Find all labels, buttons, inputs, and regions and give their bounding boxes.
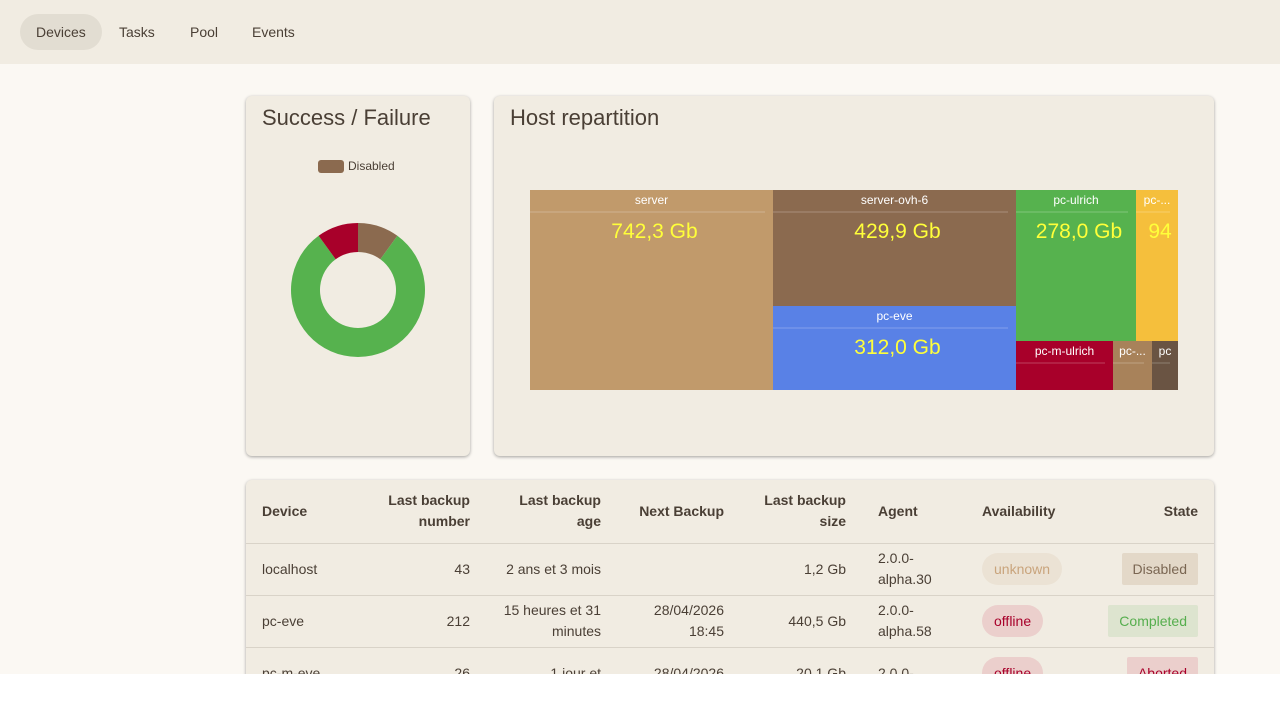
state-badge: Aborted	[1126, 657, 1198, 674]
treemap-host-label: server	[635, 193, 668, 207]
treemap-cell[interactable]: pc-m-ulrich	[1016, 341, 1113, 390]
treemap-value-label: 94	[1148, 220, 1172, 243]
column-header-last-backup-age[interactable]: Last backup age	[519, 492, 601, 530]
host-repartition-title: Host repartition	[510, 105, 660, 130]
column-header-next-backup[interactable]: Next Backup	[639, 502, 724, 519]
device-name: pc-m-eve	[246, 646, 366, 674]
donut-slice-2[interactable]	[318, 223, 358, 260]
devices-table: Device Last backup number Last backup ag…	[246, 480, 1214, 674]
app: Devices Tasks Pool Events Success / Fail…	[0, 0, 1280, 674]
next-backup: 28/04/2026 18:45	[617, 594, 740, 647]
tab-devices[interactable]: Devices	[20, 14, 102, 50]
agent-version: 2.0.0-	[862, 646, 966, 674]
column-header-last-backup-number[interactable]: Last backup number	[388, 492, 470, 530]
column-header-availability[interactable]: Availability	[982, 502, 1056, 519]
table-row[interactable]: pc-m-eve 26 1 jour et 28/04/2026 20,1 Gb…	[246, 646, 1214, 674]
last-backup-number: 212	[366, 594, 486, 647]
availability-cell: offline	[966, 594, 1091, 647]
last-backup-size: 20,1 Gb	[740, 646, 862, 674]
treemap-cell[interactable]: pc	[1152, 341, 1178, 390]
treemap-rect	[773, 190, 1016, 306]
treemap-value-label: 429,9 Gb	[854, 220, 940, 243]
treemap-cell[interactable]: pc-...	[1113, 341, 1152, 390]
host-repartition-treemap: server 742,3 Gb server-ovh-6 429,9 Gb pc-eve…	[530, 190, 1178, 390]
treemap-host-label: pc	[1159, 344, 1172, 358]
success-failure-title: Success / Failure	[262, 105, 431, 130]
treemap-host-label: server-ovh-6	[861, 193, 929, 207]
availability-cell: offline	[966, 646, 1091, 674]
last-backup-number: 26	[366, 646, 486, 674]
next-backup: 28/04/2026	[617, 646, 740, 674]
success-failure-card: Success / Failure Disabled	[246, 96, 470, 456]
treemap-value-label: 278,0 Gb	[1036, 220, 1122, 243]
treemap-host-label: pc-eve	[876, 309, 912, 323]
host-repartition-card: Host repartition server 742,3 Gb server-ov…	[494, 96, 1214, 456]
legend-label-disabled: Disabled	[348, 159, 395, 173]
treemap-cell[interactable]: server-ovh-6 429,9 Gb	[773, 190, 1016, 306]
device-name: localhost	[246, 542, 366, 595]
treemap-cell[interactable]: pc-eve 312,0 Gb	[773, 306, 1016, 390]
treemap-rect	[1016, 190, 1136, 341]
treemap-rect	[1113, 341, 1152, 390]
last-backup-age: 15 heures et 31 minutes	[486, 594, 617, 647]
treemap-host-label: pc-...	[1119, 344, 1146, 358]
table-row[interactable]: pc-eve 212 15 heures et 31 minutes 28/04…	[246, 594, 1214, 647]
chart-legend[interactable]: Disabled	[318, 159, 395, 173]
treemap-host-label: pc-m-ulrich	[1035, 344, 1094, 358]
column-header-agent[interactable]: Agent	[878, 502, 918, 519]
treemap-cell[interactable]: pc-... 94	[1136, 190, 1178, 341]
tab-tasks[interactable]: Tasks	[119, 24, 155, 40]
column-header-last-backup-size[interactable]: Last backup size	[764, 492, 846, 530]
last-backup-size: 440,5 Gb	[740, 594, 862, 647]
treemap-cell[interactable]: server 742,3 Gb	[530, 190, 773, 390]
table-header-row: Device Last backup number Last backup ag…	[246, 480, 1214, 543]
treemap-rect	[773, 306, 1016, 390]
tab-events[interactable]: Events	[252, 24, 295, 40]
donut-slice-1[interactable]	[291, 235, 425, 358]
availability-chip: unknown	[982, 553, 1063, 585]
table-row[interactable]: localhost 43 2 ans et 3 mois 1,2 Gb 2.0.…	[246, 542, 1214, 595]
legend-swatch-disabled	[318, 159, 344, 173]
treemap-rect	[1152, 341, 1178, 390]
treemap-rect	[1136, 190, 1178, 341]
tab-pool[interactable]: Pool	[190, 24, 219, 40]
last-backup-number: 43	[366, 542, 486, 595]
device-name: pc-eve	[246, 594, 366, 647]
treemap-value-label: 312,0 Gb	[854, 336, 940, 359]
last-backup-size: 1,2 Gb	[740, 542, 862, 595]
donut-slice-0[interactable]	[358, 223, 398, 260]
success-failure-donut-chart	[291, 223, 425, 358]
column-header-device[interactable]: Device	[262, 502, 308, 519]
column-header-state[interactable]: State	[1163, 502, 1198, 519]
availability-chip: offline	[982, 605, 1044, 637]
treemap-cell[interactable]: pc-ulrich 278,0 Gb	[1016, 190, 1136, 341]
state-cell: Disabled	[1091, 542, 1214, 595]
treemap-value-label: 742,3 Gb	[611, 220, 697, 243]
last-backup-age: 1 jour et	[486, 646, 617, 674]
agent-version: 2.0.0-alpha.58	[862, 594, 966, 647]
next-backup	[617, 542, 740, 595]
availability-cell: unknown	[966, 542, 1091, 595]
state-cell: Aborted	[1091, 646, 1214, 674]
availability-chip: offline	[982, 657, 1044, 674]
state-badge: Disabled	[1121, 553, 1198, 585]
treemap-host-label: pc-ulrich	[1053, 193, 1098, 207]
state-cell: Completed	[1091, 594, 1214, 647]
state-badge: Completed	[1108, 605, 1198, 637]
agent-version: 2.0.0-alpha.30	[862, 542, 966, 595]
treemap-host-label: pc-...	[1144, 193, 1171, 207]
last-backup-age: 2 ans et 3 mois	[486, 542, 617, 595]
treemap-rect	[530, 190, 773, 390]
top-navigation: Devices Tasks Pool Events	[0, 0, 1280, 64]
treemap-rect	[1016, 341, 1113, 390]
devices-table-card: Device Last backup number Last backup ag…	[246, 480, 1214, 674]
